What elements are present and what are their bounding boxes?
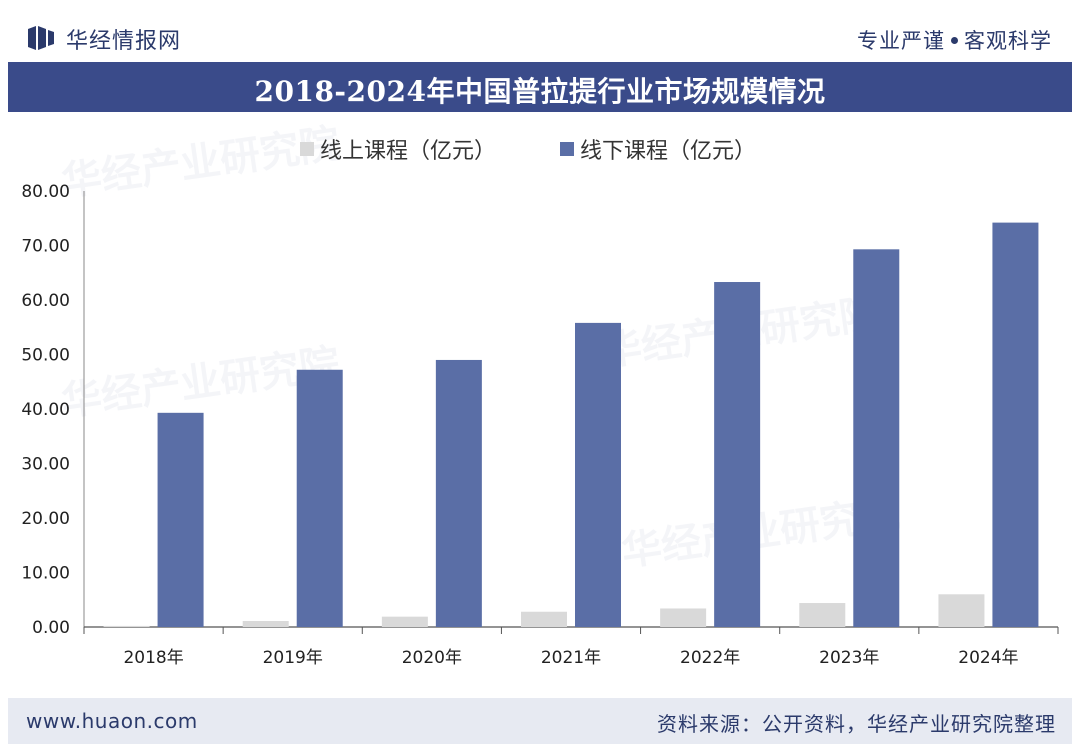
data-source: 资料来源：公开资料，华经产业研究院整理 — [657, 712, 1056, 736]
bar-offline-2020 — [435, 359, 482, 627]
brand-name: 华经情报网 — [66, 29, 182, 54]
x-tick-label: 2018年 — [123, 648, 183, 668]
bar-online-2019 — [242, 621, 289, 627]
chart-legend: 线上课程（亿元） 线下课程（亿元） — [0, 133, 1080, 167]
slogan-left: 专业严谨 — [857, 29, 945, 53]
legend-label-offline: 线下课程（亿元） — [580, 139, 757, 164]
bar-online-2024 — [938, 594, 985, 627]
slogan-right: 客观科学 — [964, 29, 1052, 53]
huajing-logo-icon — [28, 26, 54, 50]
bar-offline-2023 — [853, 249, 900, 627]
y-tick-label: 0.00 — [32, 618, 70, 638]
legend-item-online: 线上课程（亿元） — [300, 133, 496, 165]
bar-online-2023 — [799, 603, 846, 627]
y-tick-label: 30.00 — [21, 455, 70, 475]
bar-offline-2024 — [992, 222, 1039, 628]
legend-label-online: 线上课程（亿元） — [320, 139, 497, 164]
slogan: 专业严谨 客观科学 — [857, 25, 1052, 55]
legend-swatch-online — [300, 142, 314, 156]
website-link[interactable]: www.huaon.com — [26, 709, 198, 733]
y-tick-label: 10.00 — [21, 564, 70, 584]
x-tick-label: 2021年 — [541, 648, 601, 668]
y-tick-label: 60.00 — [21, 291, 70, 311]
x-tick-label: 2024年 — [958, 648, 1018, 668]
title-bar: 2018-2024年中国普拉提行业市场规模情况 — [8, 62, 1072, 112]
bar-offline-2021 — [575, 322, 621, 627]
bar-offline-2018 — [157, 412, 204, 627]
bullet-dot-icon — [951, 36, 958, 44]
bar-online-2018 — [103, 625, 150, 627]
chart-title: 2018-2024年中国普拉提行业市场规模情况 — [254, 75, 826, 108]
bar-offline-2019 — [296, 369, 343, 627]
x-tick-label: 2020年 — [402, 648, 462, 668]
legend-swatch-offline — [560, 142, 574, 156]
y-tick-label: 80.00 — [21, 182, 70, 202]
legend-item-offline: 线下课程（亿元） — [560, 133, 756, 165]
bar-online-2022 — [660, 608, 707, 627]
y-tick-label: 50.00 — [21, 346, 70, 366]
bar-offline-2022 — [714, 282, 761, 627]
y-tick-label: 40.00 — [21, 400, 70, 420]
y-tick-label: 70.00 — [21, 237, 70, 257]
bar-chart: 0.00 10.00 20.00 30.00 40.00 50.00 60.00 70.00 8… — [21, 182, 1059, 668]
y-tick-label: 20.00 — [21, 509, 70, 529]
bar-online-2020 — [381, 616, 428, 627]
x-tick-label: 2019年 — [263, 648, 323, 668]
bar-online-2021 — [521, 611, 567, 627]
header-bar: 华经情报网 专业严谨 客观科学 — [0, 8, 1080, 58]
x-tick-label: 2023年 — [819, 648, 879, 668]
footer-bar: www.huaon.com 资料来源：公开资料，华经产业研究院整理 — [8, 698, 1072, 744]
x-tick-label: 2022年 — [680, 648, 740, 668]
